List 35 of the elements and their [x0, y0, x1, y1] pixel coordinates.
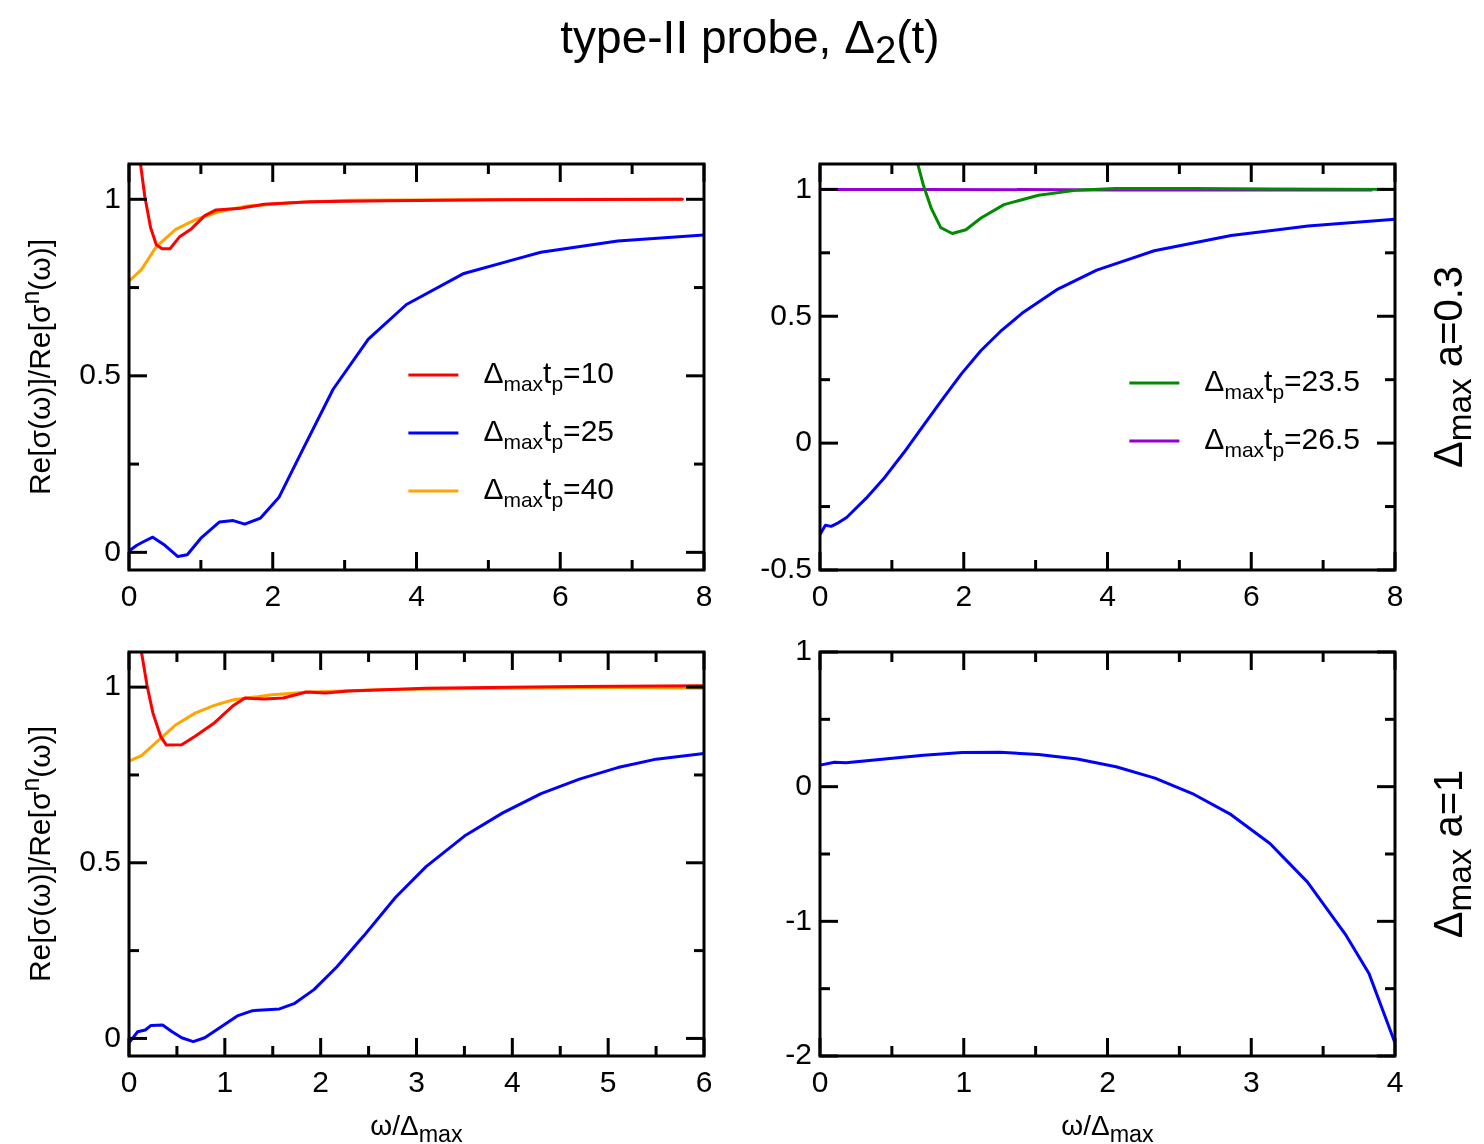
y-tick-label: 1 [104, 668, 121, 702]
y-tick-label: 0 [795, 424, 812, 458]
x-tick-label: 4 [503, 1065, 521, 1099]
y-tick-label: 0.5 [79, 844, 121, 878]
y-tick-label: 0.5 [79, 357, 121, 391]
x-tick-label: 2 [264, 579, 282, 613]
y-tick-label: -0.5 [760, 551, 812, 585]
y-tick-label: 1 [795, 170, 812, 204]
x-tick-label: 6 [1242, 579, 1260, 613]
x-tick-label: 8 [695, 579, 713, 613]
y-tick-label: 0 [104, 533, 121, 567]
x-axis-title: ω/Δ$_{max}$ [1061, 1110, 1154, 1144]
x-tick-label: 1 [955, 1065, 973, 1099]
x-tick-label: 3 [408, 1065, 425, 1099]
x-tick-label: 1 [216, 1065, 234, 1099]
y-tick-label: -1 [785, 902, 812, 936]
y-tick-label: 0 [795, 767, 812, 801]
y-tick-label: -2 [785, 1037, 812, 1071]
x-tick-label: 2 [955, 579, 973, 613]
x-tick-label: 4 [1386, 1065, 1404, 1099]
x-tick-label: 6 [695, 1065, 713, 1099]
x-axis-title: ω/Δ$_{max}$ [370, 1110, 463, 1144]
x-tick-label: 5 [599, 1065, 617, 1099]
y-tick-label: 0 [104, 1019, 121, 1053]
x-tick-label: 4 [408, 579, 425, 613]
chart-title: type-II probe, Δ$_{2}$(t) [559, 10, 941, 73]
x-tick-label: 2 [1099, 1065, 1116, 1099]
y-tick-label: 1 [795, 633, 812, 667]
x-tick-label: 4 [1099, 579, 1116, 613]
y-tick-label: 0.5 [770, 297, 812, 331]
x-tick-label: 3 [1242, 1065, 1260, 1099]
x-tick-label: 2 [312, 1065, 330, 1099]
y-tick-label: 1 [104, 180, 121, 214]
x-tick-label: 6 [551, 579, 569, 613]
x-tick-label: 8 [1386, 579, 1404, 613]
